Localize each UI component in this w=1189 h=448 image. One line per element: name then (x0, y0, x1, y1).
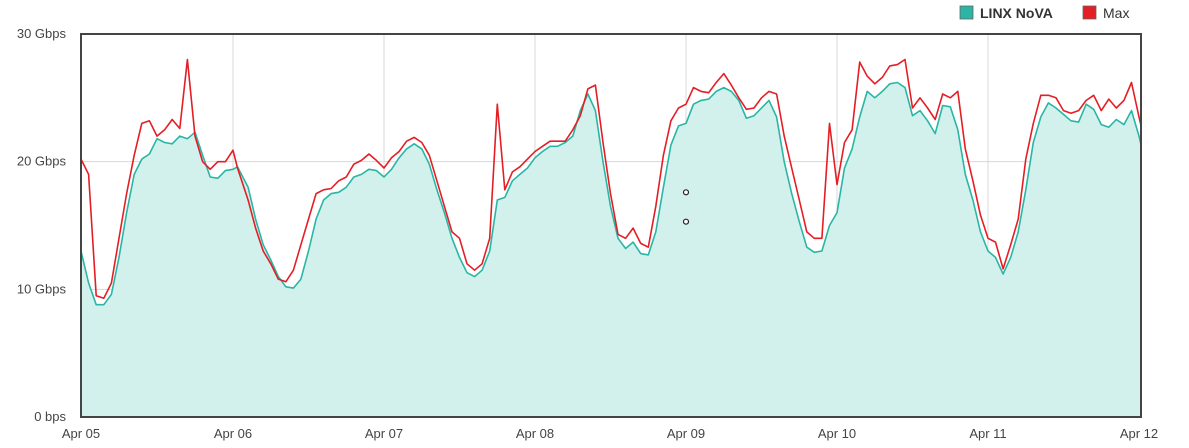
hover-marker-1 (682, 218, 690, 225)
y-axis-ticks: 0 bps 10 Gbps 20 Gbps 30 Gbps (17, 26, 67, 424)
x-tick-label: Apr 10 (818, 426, 856, 441)
x-tick-label: Apr 05 (62, 426, 100, 441)
x-tick-label: Apr 12 (1120, 426, 1158, 441)
hover-marker-0 (682, 189, 690, 196)
x-axis-ticks: Apr 05 Apr 06 Apr 07 Apr 08 Apr 09 Apr 10 Apr … (62, 426, 1158, 441)
plot-border (80, 33, 1142, 418)
y-tick-label: 30 Gbps (17, 26, 67, 41)
x-tick-label: Apr 06 (214, 426, 252, 441)
series-line-linx-nova[interactable] (81, 81, 1189, 306)
legend-label: Max (1103, 5, 1129, 21)
y-tick-label: 0 bps (34, 409, 66, 424)
y-tick-label: 20 Gbps (17, 154, 67, 169)
series-area-linx-nova (81, 82, 1141, 417)
y-tick-label: 10 Gbps (17, 281, 67, 296)
x-tick-label: Apr 08 (516, 426, 554, 441)
marker-layer (682, 189, 690, 225)
legend-item-max[interactable]: Max (1082, 5, 1129, 21)
x-tick-label: Apr 11 (969, 426, 1006, 441)
x-tick-label: Apr 09 (667, 426, 705, 441)
x-tick-label: Apr 07 (365, 426, 403, 441)
series-line-max[interactable] (81, 58, 1189, 300)
legend[interactable]: LINX NoVA Max (959, 5, 1129, 21)
legend-swatch (1082, 5, 1097, 20)
legend-label: LINX NoVA (980, 5, 1053, 21)
legend-item-linx-nova[interactable]: LINX NoVA (959, 5, 1053, 21)
line-layer (81, 58, 1189, 306)
legend-swatch (959, 5, 974, 20)
area-layer (81, 82, 1141, 417)
